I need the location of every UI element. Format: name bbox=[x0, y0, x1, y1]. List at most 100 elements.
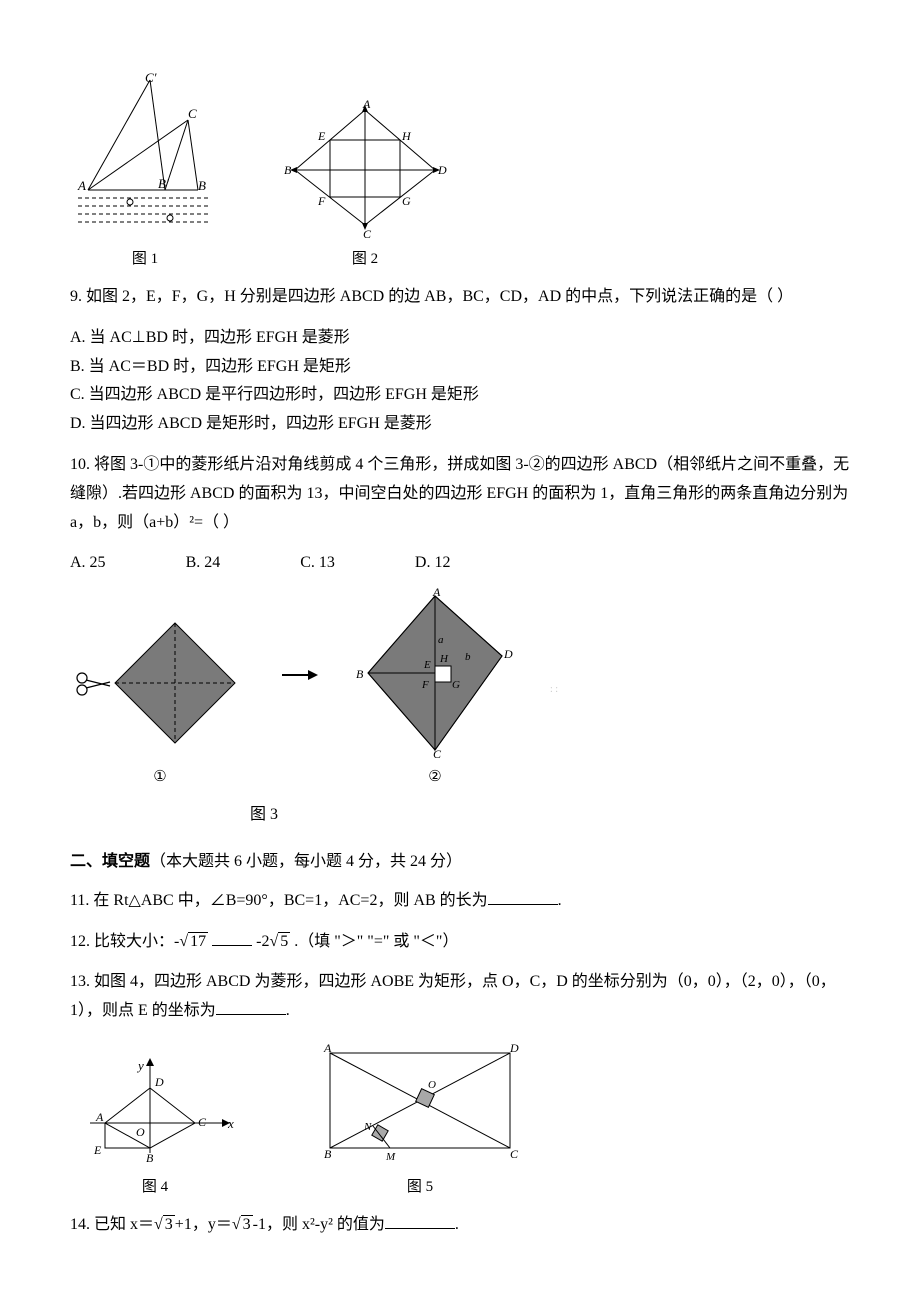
svg-text:H: H bbox=[439, 653, 449, 665]
figure-2-caption: 图 2 bbox=[280, 246, 450, 273]
svg-text:B′: B′ bbox=[158, 176, 169, 191]
svg-text:B: B bbox=[284, 163, 292, 177]
q10-stem-3: a，b，则（a+b）²=（ ） bbox=[70, 509, 850, 538]
svg-text:D: D bbox=[503, 647, 513, 661]
figure-4-svg: y x O A C D B E bbox=[70, 1048, 240, 1168]
figure-2-svg: A B C D E F G H bbox=[280, 100, 450, 240]
q9-option-b: B. 当 AC＝BD 时，四边形 EFGH 是矩形 bbox=[70, 353, 850, 382]
svg-text:A: A bbox=[95, 1110, 104, 1124]
question-13: 13. 如图 4，四边形 ABCD 为菱形，四边形 AOBE 为矩形，点 O，C… bbox=[70, 968, 850, 1026]
svg-text:D: D bbox=[154, 1075, 164, 1089]
svg-text:D: D bbox=[509, 1041, 519, 1055]
question-10: 10. 将图 3-①中的菱形纸片沿对角线剪成 4 个三角形，拼成如图 3-②的四… bbox=[70, 451, 850, 537]
svg-text:E: E bbox=[93, 1143, 102, 1157]
svg-text:C: C bbox=[198, 1115, 207, 1129]
figure-5-caption: 图 5 bbox=[310, 1174, 530, 1201]
svg-text:E: E bbox=[423, 659, 431, 671]
svg-text:A: A bbox=[77, 178, 86, 193]
svg-text:F: F bbox=[317, 194, 326, 208]
q14-sqrt3b: √3 bbox=[232, 1215, 253, 1233]
figure-3-caption: 图 3 bbox=[70, 801, 850, 830]
figure-row-top: A B′ B C C′ 图 1 A B C D E F G bbox=[70, 70, 850, 273]
q9-option-c: C. 当四边形 ABCD 是平行四边形时，四边形 EFGH 是矩形 bbox=[70, 381, 850, 410]
section-2-header: 二、填空题（本大题共 6 小题，每小题 4 分，共 24 分） bbox=[70, 848, 850, 877]
figure-1-caption: 图 1 bbox=[70, 246, 220, 273]
watermark-dots: : : bbox=[550, 681, 558, 699]
q10-stem-1: 10. 将图 3-①中的菱形纸片沿对角线剪成 4 个三角形，拼成如图 3-②的四… bbox=[70, 451, 850, 480]
q14-sqrt3a: √3 bbox=[154, 1215, 175, 1233]
figure-row-mid: y x O A C D B E 图 4 bbox=[70, 1038, 850, 1201]
figure-3-sub2: A B C D E F G H a b ② bbox=[350, 588, 520, 791]
q12-sqrt17: √17 bbox=[179, 932, 208, 950]
svg-text:B: B bbox=[198, 178, 206, 193]
q11-stem: 11. 在 Rt△ABC 中，∠B=90°，BC=1，AC=2，则 AB 的长为 bbox=[70, 892, 488, 909]
question-11: 11. 在 Rt△ABC 中，∠B=90°，BC=1，AC=2，则 AB 的长为… bbox=[70, 887, 850, 916]
svg-text:C: C bbox=[433, 747, 442, 758]
q9-stem: 9. 如图 2，E，F，G，H 分别是四边形 ABCD 的边 AB，BC，CD，… bbox=[70, 283, 850, 312]
q9-option-d: D. 当四边形 ABCD 是矩形时，四边形 EFGH 是菱形 bbox=[70, 410, 850, 439]
figure-3-sub2-caption: ② bbox=[350, 764, 520, 791]
section-2-sub: （本大题共 6 小题，每小题 4 分，共 24 分） bbox=[150, 853, 462, 870]
svg-text:A: A bbox=[362, 100, 371, 111]
figure-3-sub1-caption: ① bbox=[70, 764, 250, 791]
svg-text:M: M bbox=[385, 1151, 396, 1163]
q14-blank bbox=[385, 1212, 455, 1229]
question-12: 12. 比较大小：-√17 -2√5 .（填 "＞" "=" 或 "＜"） bbox=[70, 928, 850, 957]
svg-text:E: E bbox=[317, 129, 326, 143]
q10-option-a: A. 25 bbox=[70, 549, 106, 578]
q10-options: A. 25 B. 24 C. 13 D. 12 bbox=[70, 549, 850, 578]
svg-text:F: F bbox=[421, 679, 429, 691]
q13-stem-1: 13. 如图 4，四边形 ABCD 为菱形，四边形 AOBE 为矩形，点 O，C… bbox=[70, 968, 850, 997]
q12-pre: 12. 比较大小：- bbox=[70, 933, 179, 950]
figure-5-svg: A B C D M N O bbox=[310, 1038, 530, 1168]
q14-pre: 14. 已知 x＝ bbox=[70, 1216, 154, 1233]
svg-text:G: G bbox=[402, 194, 411, 208]
q13-blank bbox=[216, 998, 286, 1015]
figure-3-1-svg bbox=[70, 608, 250, 758]
figure-3-sub1: ① bbox=[70, 608, 250, 791]
svg-text:C: C bbox=[510, 1147, 519, 1161]
svg-text:A: A bbox=[323, 1041, 332, 1055]
svg-text:A: A bbox=[432, 588, 441, 599]
section-2-title: 二、填空题 bbox=[70, 853, 150, 870]
figure-1-block: A B′ B C C′ 图 1 bbox=[70, 70, 220, 273]
svg-text:H: H bbox=[401, 129, 412, 143]
question-14: 14. 已知 x＝√3+1，y＝√3-1，则 x²-y² 的值为. bbox=[70, 1211, 850, 1240]
svg-text:O: O bbox=[428, 1079, 436, 1091]
figure-4-caption: 图 4 bbox=[70, 1174, 240, 1201]
figure-5-block: A B C D M N O 图 5 bbox=[310, 1038, 530, 1201]
svg-text:b: b bbox=[465, 651, 471, 663]
svg-text:C: C bbox=[188, 106, 197, 121]
svg-text:y: y bbox=[136, 1058, 144, 1073]
svg-text:N: N bbox=[363, 1121, 372, 1133]
q12-sqrt5: √5 bbox=[269, 932, 290, 950]
q9-option-a: A. 当 AC⊥BD 时，四边形 EFGH 是菱形 bbox=[70, 324, 850, 353]
arrow-icon bbox=[280, 665, 320, 715]
svg-text:B: B bbox=[356, 667, 364, 681]
q10-option-b: B. 24 bbox=[186, 549, 221, 578]
q10-option-d: D. 12 bbox=[415, 549, 451, 578]
q12-blank bbox=[212, 929, 252, 946]
q10-stem-2: 缝隙）.若四边形 ABCD 的面积为 13，中间空白处的四边形 EFGH 的面积… bbox=[70, 480, 850, 509]
q13-stem-2: 1），则点 E 的坐标为 bbox=[70, 1002, 216, 1019]
q10-option-c: C. 13 bbox=[300, 549, 335, 578]
svg-text:B: B bbox=[324, 1147, 332, 1161]
svg-text:C: C bbox=[363, 227, 372, 240]
svg-text:O: O bbox=[136, 1125, 145, 1139]
svg-text:G: G bbox=[452, 679, 460, 691]
q14-mid1: +1，y＝ bbox=[175, 1216, 232, 1233]
q12-mid: -2 bbox=[256, 933, 269, 950]
q9-options: A. 当 AC⊥BD 时，四边形 EFGH 是菱形 B. 当 AC＝BD 时，四… bbox=[70, 324, 850, 439]
svg-text:x: x bbox=[227, 1116, 234, 1131]
q14-mid2: -1，则 x²-y² 的值为 bbox=[253, 1216, 385, 1233]
svg-text:a: a bbox=[438, 634, 444, 646]
figure-4-block: y x O A C D B E 图 4 bbox=[70, 1048, 240, 1201]
figure-1-svg: A B′ B C C′ bbox=[70, 70, 220, 240]
svg-text:D: D bbox=[437, 163, 447, 177]
q12-post: .（填 "＞" "=" 或 "＜"） bbox=[290, 933, 458, 950]
question-9: 9. 如图 2，E，F，G，H 分别是四边形 ABCD 的边 AB，BC，CD，… bbox=[70, 283, 850, 312]
figure-3-2-svg: A B C D E F G H a b bbox=[350, 588, 520, 758]
q11-blank bbox=[488, 888, 558, 905]
figure-3-row: ① A B C D E F G H a bbox=[70, 588, 850, 791]
svg-text:C′: C′ bbox=[145, 70, 157, 85]
